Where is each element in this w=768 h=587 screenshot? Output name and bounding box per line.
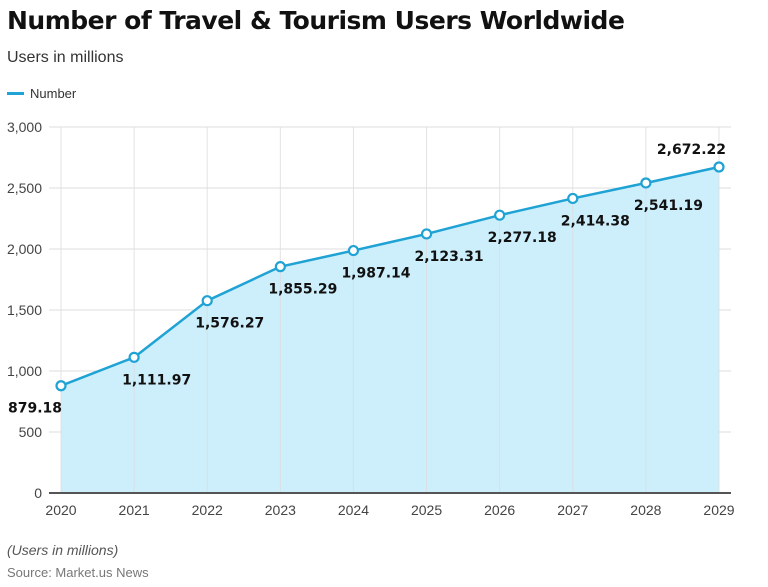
data-label: 1,987.14 — [341, 266, 410, 282]
x-tick-label: 2022 — [192, 502, 223, 518]
data-label: 2,541.19 — [634, 198, 703, 214]
data-point — [713, 161, 725, 173]
data-label: 879.18 — [8, 401, 62, 417]
data-point — [274, 261, 286, 273]
x-tick-label: 2028 — [630, 502, 661, 518]
y-tick-label: 500 — [19, 424, 43, 440]
x-tick-label: 2024 — [338, 502, 369, 518]
y-tick-label: 0 — [34, 485, 42, 501]
x-tick-label: 2023 — [265, 502, 296, 518]
data-point — [55, 380, 67, 392]
data-point — [420, 228, 433, 240]
x-tick-label: 2026 — [484, 502, 515, 518]
legend-swatch — [7, 92, 24, 95]
x-tick-label: 2021 — [119, 502, 150, 518]
data-label: 1,111.97 — [122, 372, 191, 388]
data-point — [347, 244, 360, 257]
data-label: 1,576.27 — [195, 316, 264, 332]
chart-title: Number of Travel & Tourism Users Worldwi… — [7, 6, 625, 35]
legend: Number — [7, 86, 76, 101]
data-point — [640, 177, 652, 189]
data-label: 2,672.22 — [657, 142, 726, 158]
y-tick-label: 1,000 — [7, 363, 42, 379]
data-point — [494, 209, 506, 221]
data-point — [201, 295, 213, 307]
chart-note: (Users in millions) — [7, 542, 119, 558]
y-tick-label: 2,000 — [7, 241, 42, 257]
data-label: 2,123.31 — [415, 249, 484, 265]
data-point — [128, 351, 140, 363]
chart-source: Source: Market.us News — [7, 565, 149, 580]
x-tick-label: 2020 — [45, 502, 76, 518]
y-tick-label: 3,000 — [7, 119, 42, 135]
series-line — [60, 165, 720, 387]
chart-subtitle: Users in millions — [7, 49, 124, 66]
area-fill — [61, 166, 719, 493]
y-tick-label: 2,500 — [7, 180, 42, 196]
data-label: 2,277.18 — [488, 230, 557, 246]
data-label: 2,414.38 — [561, 213, 630, 229]
x-tick-label: 2027 — [557, 502, 588, 518]
data-label: 1,855.29 — [268, 282, 337, 298]
y-tick-label: 1,500 — [7, 302, 42, 318]
x-tick-label: 2029 — [703, 502, 734, 518]
legend-label: Number — [30, 86, 77, 101]
data-point — [567, 192, 579, 205]
x-tick-label: 2025 — [411, 502, 442, 518]
